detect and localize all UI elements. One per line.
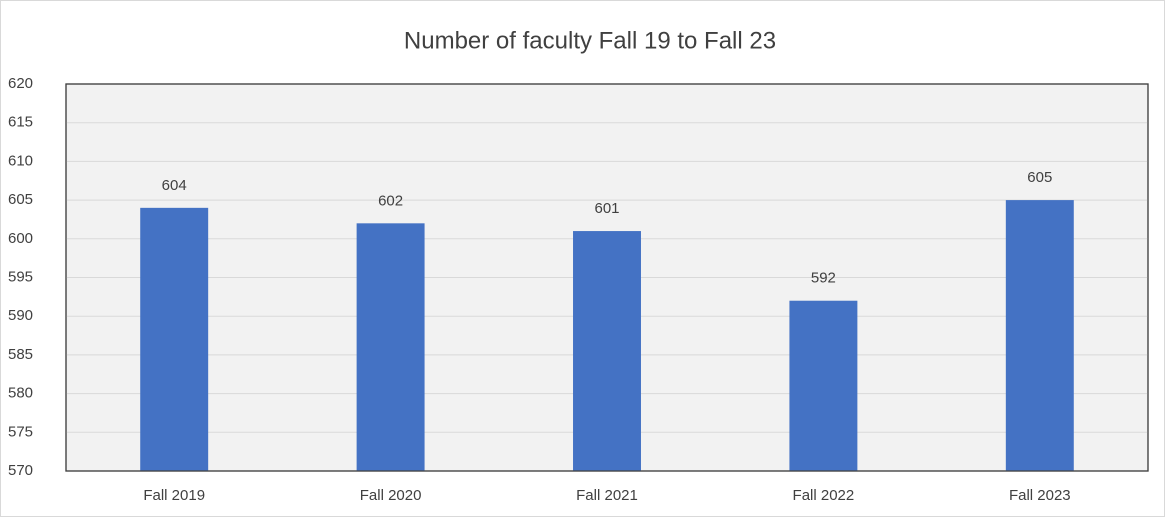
bar [573, 231, 641, 471]
y-tick-label: 620 [8, 75, 33, 92]
bar [789, 300, 858, 471]
chart-title: Number of faculty Fall 19 to Fall 23 [404, 27, 776, 54]
y-tick-label: 590 [8, 307, 33, 324]
data-label: 601 [594, 200, 619, 217]
bar [140, 207, 209, 471]
data-label: 592 [811, 270, 836, 287]
y-tick-label: 600 [8, 230, 33, 247]
y-tick-label: 595 [8, 268, 33, 285]
x-tick-label: Fall 2020 [360, 487, 422, 504]
x-tick-label: Fall 2022 [793, 487, 855, 504]
data-label: 602 [378, 192, 403, 209]
x-tick-label: Fall 2023 [1009, 487, 1071, 504]
bar [1005, 200, 1074, 471]
y-tick-label: 605 [8, 191, 33, 208]
x-tick-label: Fall 2019 [143, 487, 205, 504]
bar [356, 223, 425, 471]
y-tick-label: 570 [8, 462, 33, 479]
y-tick-label: 575 [8, 423, 33, 440]
y-tick-label: 585 [8, 346, 33, 363]
y-tick-label: 615 [8, 114, 33, 131]
plot-frame [65, 83, 1149, 472]
x-tick-label: Fall 2021 [576, 487, 638, 504]
data-label: 605 [1027, 169, 1052, 186]
y-tick-label: 580 [8, 385, 33, 402]
data-label: 604 [162, 177, 187, 194]
y-tick-label: 610 [8, 152, 33, 169]
